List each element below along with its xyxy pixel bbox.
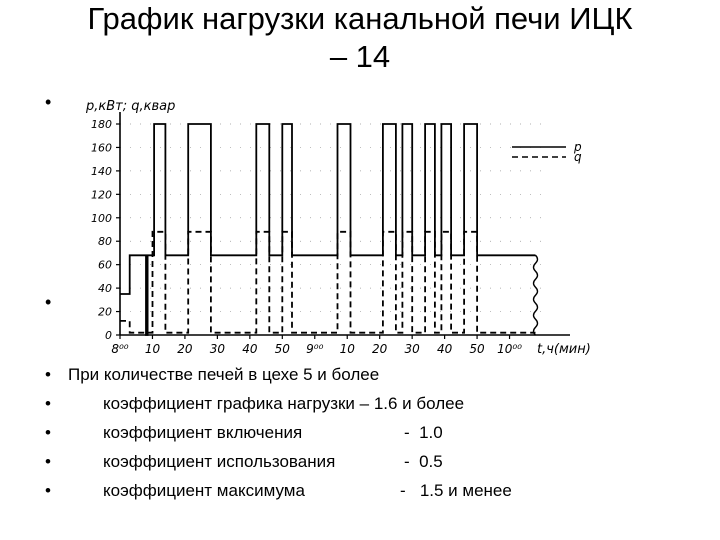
- x-tick-label: 20: [177, 342, 193, 356]
- bullet-marker: •: [45, 394, 51, 413]
- list-item: • При количестве печей в цехе 5 и более: [0, 365, 720, 394]
- y-tick-label: 140: [91, 165, 112, 178]
- x-tick-label: 9⁰⁰: [306, 342, 323, 356]
- chart-legend: pq: [512, 140, 582, 164]
- bullet-marker: •: [45, 92, 52, 112]
- list-item: • коэффициент максимума - 1.5 и менее: [0, 481, 720, 510]
- x-tick-label: 10: [145, 342, 161, 356]
- x-axis-ticks: 8⁰⁰ 10 20 30 40 50 9⁰⁰ 10 20 30 40 50 10⁰⁰: [111, 335, 522, 356]
- x-tick-label: 50: [275, 342, 291, 356]
- x-tick-label: 50: [469, 342, 485, 356]
- y-axis-ticks: 0 20 40 60 80 100 120 140 160 180: [91, 118, 120, 342]
- note-text: коэффициент максимума: [103, 481, 305, 500]
- title-line-1: График нагрузки канальной печи ИЦК: [87, 1, 633, 36]
- note-text: коэффициент использования: [103, 452, 336, 471]
- chart-series: [120, 123, 539, 336]
- slide-title: График нагрузки канальной печи ИЦК – 14: [0, 0, 720, 76]
- chart-axes: [119, 112, 570, 336]
- note-text: При количестве печей в цехе 5 и более: [68, 365, 380, 384]
- x-tick-label: 40: [242, 342, 258, 356]
- y-tick-label: 0: [105, 329, 112, 342]
- chart-grid: [120, 123, 542, 312]
- note-text: коэффициент включения: [103, 423, 303, 442]
- series-line-q: [120, 230, 536, 334]
- x-axis-label: t,ч(мин): [537, 342, 591, 357]
- bullet-marker: •: [45, 481, 51, 500]
- y-tick-label: 180: [91, 118, 112, 131]
- y-tick-label: 40: [98, 282, 112, 295]
- bullet-marker: •: [45, 292, 52, 312]
- note-value: - 1.0: [404, 423, 443, 442]
- title-line-2: – 14: [329, 39, 391, 74]
- note-value: - 1.5 и менее: [400, 481, 512, 500]
- x-tick-label: 10: [340, 342, 356, 356]
- note-value: - 0.5: [404, 452, 443, 471]
- x-tick-label: 8⁰⁰: [111, 342, 128, 356]
- series-line-p: [120, 123, 536, 336]
- coefficients-list: • При количестве печей в цехе 5 и более …: [0, 365, 720, 510]
- list-item: • коэффициент использования - 0.5: [0, 452, 720, 481]
- list-item: • коэффициент включения - 1.0: [0, 423, 720, 452]
- legend-label-p: p: [573, 140, 582, 154]
- y-tick-label: 160: [91, 141, 112, 154]
- x-tick-label: 30: [405, 342, 421, 356]
- note-text: коэффициент графика нагрузки – 1.6 и бол…: [103, 394, 465, 413]
- x-tick-label: 40: [437, 342, 453, 356]
- y-tick-label: 60: [98, 259, 112, 272]
- y-tick-label: 100: [91, 212, 112, 225]
- list-item: • коэффициент графика нагрузки – 1.6 и б…: [0, 394, 720, 423]
- bullet-marker: •: [45, 452, 51, 471]
- y-tick-label: 120: [91, 188, 112, 201]
- y-tick-label: 20: [98, 306, 112, 319]
- x-tick-label: 20: [372, 342, 388, 356]
- x-tick-label: 30: [210, 342, 226, 356]
- legend-label-q: q: [574, 150, 582, 164]
- bullet-marker: •: [45, 365, 51, 384]
- y-axis-label: p,кВт; q,квар: [85, 99, 175, 114]
- x-tick-label: 10⁰⁰: [497, 342, 522, 356]
- bullet-marker: •: [45, 423, 51, 442]
- axis-break-mark: [532, 254, 539, 336]
- y-tick-label: 80: [98, 235, 112, 248]
